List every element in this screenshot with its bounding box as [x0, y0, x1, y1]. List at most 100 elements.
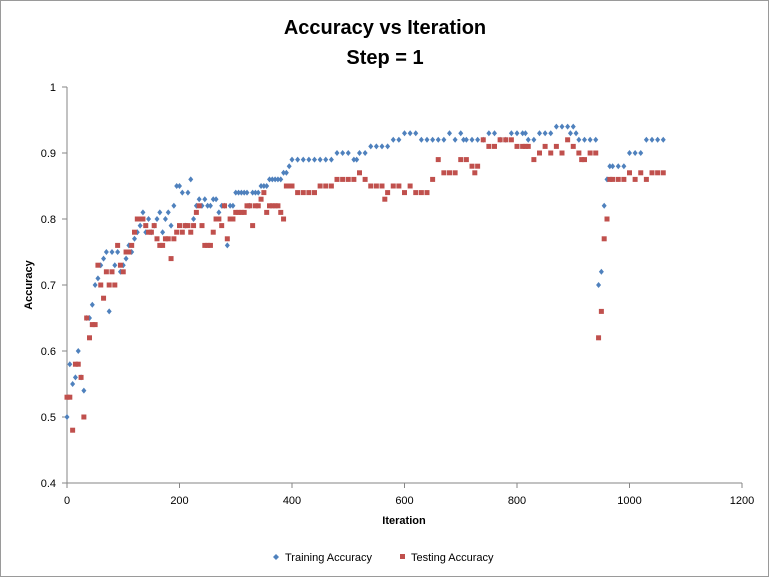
testing-accuracy-point: [185, 223, 191, 229]
training-accuracy-point: [525, 136, 531, 143]
training-accuracy-point: [368, 143, 374, 150]
testing-accuracy-point: [188, 229, 194, 235]
legend-marker-testing: [400, 554, 405, 559]
testing-accuracy-point: [570, 143, 576, 149]
training-accuracy-point: [413, 130, 419, 137]
plot-area: 0 200 400 600 800 1000 1200 0.4 0.5 0.6 0.7 0.8 0.9…: [41, 82, 755, 507]
x-tick-label: 200: [170, 495, 188, 507]
testing-accuracy-point: [140, 216, 146, 222]
testing-accuracy-point: [655, 170, 661, 176]
training-accuracy-point: [418, 136, 424, 143]
testing-accuracy-point: [638, 170, 644, 176]
testing-accuracy-point: [424, 190, 430, 196]
training-accuracy-point: [565, 123, 571, 130]
testing-accuracy-point: [390, 183, 396, 189]
testing-accuracy-point: [151, 223, 157, 229]
training-accuracy-point: [601, 202, 607, 209]
training-accuracy-point: [162, 216, 168, 222]
training-accuracy-point: [281, 169, 287, 176]
testing-accuracy-point: [137, 216, 143, 222]
training-accuracy-point: [252, 189, 258, 196]
training-accuracy-point: [402, 130, 407, 137]
training-accuracy-point: [469, 136, 475, 143]
testing-accuracy-point: [601, 236, 607, 242]
testing-accuracy-point: [323, 183, 329, 189]
testing-accuracy-point: [362, 176, 368, 182]
testing-accuracy-point: [368, 183, 374, 189]
training-accuracy-point: [452, 136, 458, 143]
testing-accuracy-point: [216, 216, 222, 222]
training-accuracy-point: [174, 183, 180, 189]
training-accuracy-point: [354, 156, 360, 163]
testing-accuracy-point: [244, 203, 250, 209]
testing-accuracy-point: [402, 190, 407, 196]
training-accuracy-point: [638, 150, 644, 156]
testing-accuracy-point: [289, 183, 295, 189]
training-accuracy-point: [146, 216, 152, 222]
training-accuracy-point: [463, 136, 469, 143]
training-accuracy-point: [379, 143, 385, 150]
testing-accuracy-point: [492, 143, 497, 149]
testing-accuracy-point: [129, 242, 135, 248]
training-accuracy-point: [123, 255, 129, 262]
legend-label-testing: Testing Accuracy: [411, 552, 494, 564]
training-accuracy-point: [548, 130, 554, 137]
training-accuracy-point: [390, 136, 396, 143]
testing-accuracy-point: [351, 176, 357, 182]
testing-accuracy-point: [475, 163, 481, 169]
y-tick-label: 1: [50, 82, 56, 94]
testing-accuracy-point: [199, 223, 205, 229]
testing-accuracy-point: [143, 223, 149, 229]
training-accuracy-point: [112, 262, 118, 269]
training-accuracy-point: [89, 301, 95, 308]
training-accuracy-point: [357, 150, 362, 156]
testing-accuracy-point: [132, 229, 137, 235]
training-accuracy-point: [486, 130, 492, 137]
testing-accuracy-point: [224, 236, 230, 242]
training-accuracy-point: [441, 136, 447, 143]
training-accuracy-point: [132, 235, 137, 242]
training-accuracy-point: [283, 169, 289, 176]
training-accuracy-point: [553, 123, 559, 130]
testing-accuracy-point: [452, 170, 458, 176]
training-accuracy-point: [67, 361, 73, 368]
training-accuracy-point: [610, 163, 616, 170]
training-accuracy-point: [447, 130, 452, 137]
training-accuracy-point: [255, 189, 261, 196]
testing-accuracy-point: [255, 203, 261, 209]
testing-accuracy-point: [486, 143, 492, 149]
testing-accuracy-point: [252, 203, 258, 209]
testing-accuracy-point: [193, 209, 199, 215]
training-accuracy-point: [188, 176, 194, 183]
testing-accuracy-point: [480, 137, 486, 143]
testing-accuracy-point: [103, 269, 109, 275]
testing-accuracy-point: [233, 209, 239, 215]
training-accuracy-point: [649, 136, 655, 143]
training-accuracy-point: [154, 216, 160, 222]
training-accuracy-point: [205, 202, 211, 209]
training-accuracy-point: [492, 130, 497, 137]
testing-accuracy-point: [227, 216, 233, 222]
training-accuracy-point: [520, 130, 526, 137]
y-tick-label: 0.6: [41, 346, 56, 358]
testing-accuracy-point: [101, 295, 107, 301]
chart-subtitle: Step = 1: [346, 47, 423, 69]
training-accuracy-point: [103, 249, 109, 255]
testing-accuracy-point: [117, 262, 123, 268]
testing-accuracy-point: [295, 190, 301, 196]
y-tick-label: 0.8: [41, 214, 56, 226]
training-accuracy-point: [596, 282, 602, 288]
testing-accuracy-point: [615, 176, 621, 182]
testing-accuracy-point: [328, 183, 334, 189]
x-tick-label: 0: [64, 495, 70, 507]
testing-accuracy-point: [559, 150, 565, 156]
training-accuracy-point: [522, 130, 528, 137]
testing-accuracy-point: [275, 203, 281, 209]
training-accuracy-point: [160, 229, 166, 236]
training-accuracy-point: [461, 136, 467, 143]
training-accuracy-point: [179, 189, 185, 196]
testing-accuracy-point: [312, 190, 317, 196]
training-accuracy-point: [264, 183, 270, 189]
testing-accuracy-point: [89, 322, 95, 328]
testing-accuracy-point: [213, 216, 219, 222]
